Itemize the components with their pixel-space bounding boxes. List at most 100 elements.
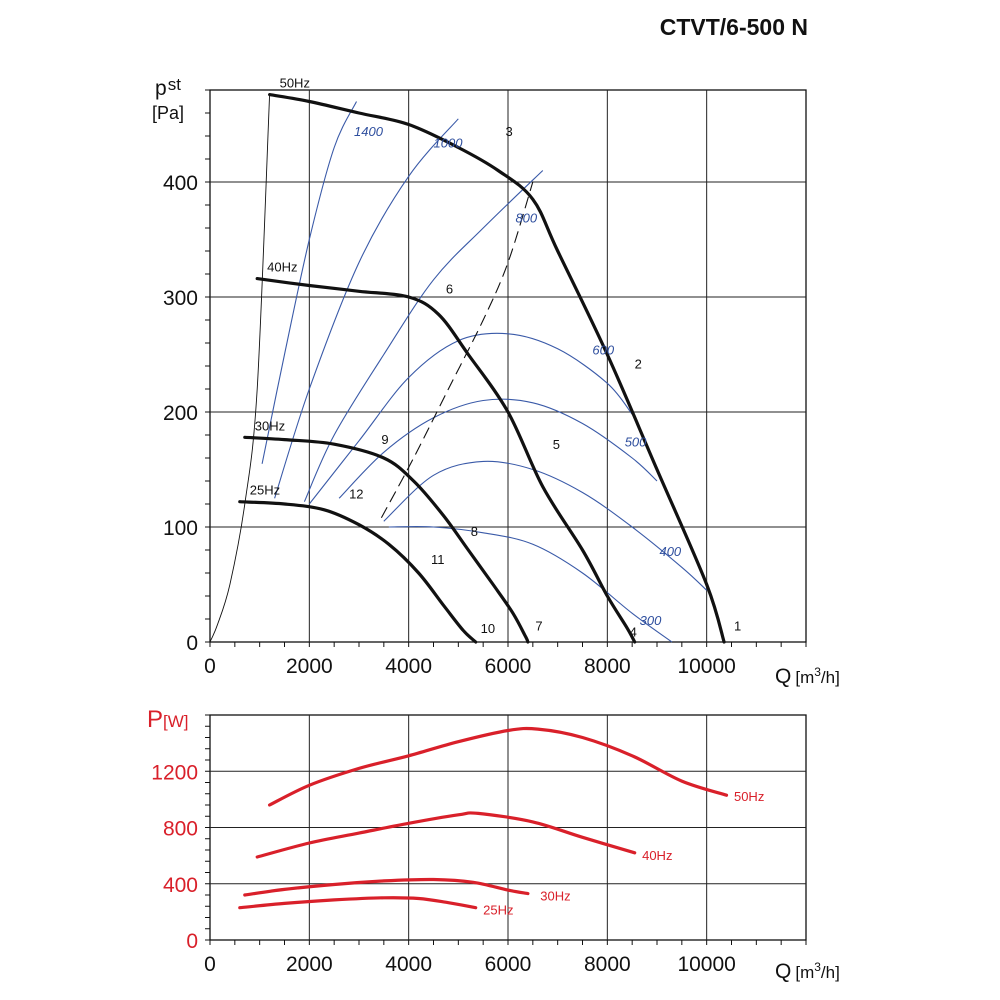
x-tick-label: 8000 bbox=[584, 953, 631, 976]
power-curve-40Hz bbox=[255, 811, 637, 859]
power-curve-25Hz bbox=[238, 896, 478, 910]
power-x-label-unit-pre: [m bbox=[795, 963, 814, 982]
pressure-x-label-main: Q bbox=[775, 665, 791, 688]
y-tick-label: 800 bbox=[163, 818, 198, 841]
pressure-y-axis-label: pst bbox=[155, 75, 181, 100]
rpm-curve-500 bbox=[338, 398, 658, 499]
min-flow-line bbox=[209, 94, 271, 643]
point-label-9: 9 bbox=[381, 432, 388, 447]
x-tick-label: 4000 bbox=[385, 655, 432, 678]
rpm-curve-1000 bbox=[274, 118, 459, 499]
pressure-curve-50Hz bbox=[268, 93, 726, 644]
x-tick-label: 10000 bbox=[677, 953, 735, 976]
power-y-label-unit: [W] bbox=[163, 712, 189, 731]
power-grid bbox=[210, 715, 806, 940]
point-label-8: 8 bbox=[471, 524, 478, 539]
x-tick-label: 0 bbox=[204, 655, 216, 678]
x-tick-label: 0 bbox=[204, 953, 216, 976]
power-x-tick-labels: 0 2000 4000 6000 8000 10000 bbox=[204, 953, 736, 976]
power-y-label-main: P bbox=[147, 706, 163, 733]
pressure-curve-30Hz bbox=[243, 435, 530, 644]
rpm-curve-1400 bbox=[261, 101, 357, 464]
rpm-label-300: 300 bbox=[640, 613, 662, 628]
rpm-label-500: 500 bbox=[625, 435, 647, 450]
power-x-label-unit-sup: 3 bbox=[814, 960, 821, 974]
y-tick-label: 0 bbox=[186, 930, 198, 953]
x-tick-label: 6000 bbox=[485, 953, 532, 976]
rpm-label-600: 600 bbox=[592, 343, 614, 358]
model-title: CTVT/6-500 N bbox=[660, 14, 808, 40]
point-label-12: 12 bbox=[349, 486, 363, 501]
power-x-label-unit-post: /h] bbox=[821, 963, 840, 982]
y-tick-label: 0 bbox=[186, 632, 198, 655]
power-y-axis-label: P[W] bbox=[147, 706, 189, 733]
power-series bbox=[238, 726, 729, 910]
pressure-x-label-unit-sup: 3 bbox=[814, 665, 821, 679]
x-tick-label: 8000 bbox=[584, 655, 631, 678]
point-label-3: 3 bbox=[506, 124, 513, 139]
power-x-label-main: Q bbox=[775, 960, 791, 983]
point-label-7: 7 bbox=[535, 619, 542, 634]
rpm-curves bbox=[261, 101, 708, 643]
power-series-label-30Hz: 30Hz bbox=[540, 889, 570, 904]
pressure-curve-40Hz bbox=[255, 277, 637, 644]
pressure-series-label: 30Hz bbox=[255, 418, 285, 433]
point-label-4: 4 bbox=[630, 624, 637, 639]
x-tick-label: 10000 bbox=[677, 655, 735, 678]
rpm-curve-400 bbox=[383, 460, 708, 591]
pressure-x-label-unit-pre: [m bbox=[795, 668, 814, 687]
rpm-curve-300 bbox=[388, 526, 673, 643]
pressure-minor-ticks bbox=[205, 89, 807, 647]
pressure-x-axis-label: Q [m3/h] bbox=[775, 665, 840, 688]
point-label-5: 5 bbox=[553, 437, 560, 452]
system-curve-line bbox=[380, 181, 534, 519]
rpm-curve-600 bbox=[308, 332, 633, 505]
point-label-2: 2 bbox=[635, 356, 642, 371]
power-x-axis-label: Q [m3/h] bbox=[775, 960, 840, 983]
y-tick-label: 400 bbox=[163, 172, 198, 195]
y-tick-label: 400 bbox=[163, 874, 198, 897]
pressure-grid bbox=[210, 90, 806, 642]
rpm-labels: 1400 1000 800 600 500 400 300 bbox=[354, 124, 682, 628]
pressure-y-label-main: p bbox=[155, 77, 167, 100]
pressure-series: 50Hz 40Hz 30Hz 25Hz bbox=[238, 76, 726, 644]
power-chart: 0 2000 4000 6000 8000 10000 0 400 800 1200 50Hz 4… bbox=[147, 706, 840, 983]
y-tick-label: 300 bbox=[163, 287, 198, 310]
power-curve-30Hz bbox=[243, 877, 530, 897]
y-tick-label: 100 bbox=[163, 517, 198, 540]
x-tick-label: 2000 bbox=[286, 655, 333, 678]
y-tick-label: 1200 bbox=[151, 761, 198, 784]
point-label-1: 1 bbox=[734, 619, 741, 634]
point-label-10: 10 bbox=[481, 621, 495, 636]
pressure-series-label: 40Hz bbox=[267, 260, 297, 275]
rpm-label-400: 400 bbox=[659, 544, 681, 559]
pressure-y-axis-unit: [Pa] bbox=[152, 103, 184, 123]
power-series-labels: 50Hz 40Hz 30Hz 25Hz bbox=[483, 789, 764, 918]
pressure-x-label-unit-post: /h] bbox=[821, 668, 840, 687]
rpm-curve-800 bbox=[303, 170, 544, 502]
rpm-label-800: 800 bbox=[515, 210, 537, 225]
power-series-label-50Hz: 50Hz bbox=[734, 789, 764, 804]
min-flow-curve bbox=[209, 94, 271, 643]
x-tick-label: 6000 bbox=[485, 655, 532, 678]
rpm-label-1000: 1000 bbox=[434, 136, 464, 151]
power-curve-50Hz bbox=[268, 726, 729, 807]
power-series-label-25Hz: 25Hz bbox=[483, 903, 513, 918]
pressure-series-label: 25Hz bbox=[250, 483, 280, 498]
x-tick-label: 4000 bbox=[385, 953, 432, 976]
power-minor-ticks bbox=[205, 714, 807, 945]
pressure-curve-25Hz bbox=[238, 500, 478, 644]
x-tick-label: 2000 bbox=[286, 953, 333, 976]
rpm-label-1400: 1400 bbox=[354, 124, 384, 139]
system-curve bbox=[380, 181, 534, 519]
pressure-series-label: 50Hz bbox=[280, 76, 310, 91]
power-y-tick-labels: 0 400 800 1200 bbox=[151, 761, 198, 953]
y-tick-label: 200 bbox=[163, 402, 198, 425]
point-label-6: 6 bbox=[446, 282, 453, 297]
pressure-x-tick-labels: 0 2000 4000 6000 8000 10000 bbox=[204, 655, 736, 678]
pressure-y-label-sub: st bbox=[168, 75, 182, 94]
power-series-label-40Hz: 40Hz bbox=[642, 848, 672, 863]
pressure-y-tick-labels: 0 100 200 300 400 bbox=[163, 172, 198, 655]
